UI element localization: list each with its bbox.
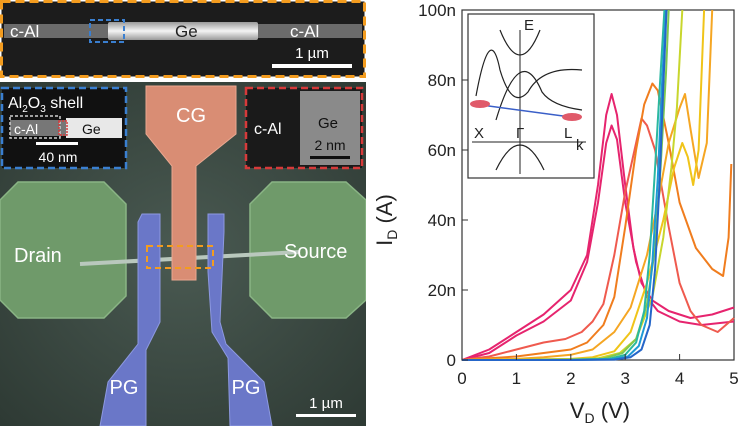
inset-left-scalebar-label: 40 nm bbox=[39, 149, 78, 165]
band-conduction-l bbox=[495, 71, 583, 121]
source-pad bbox=[249, 181, 366, 319]
y-axis-label: ID (A) bbox=[372, 194, 400, 246]
chart-tick-group: 0 1 2 3 4 5 0 20n 40n 60n 80n 100n bbox=[418, 1, 739, 388]
y-tick-label: 100n bbox=[418, 1, 456, 20]
y-tick-label: 80n bbox=[428, 71, 456, 90]
inset-left-ge bbox=[66, 118, 122, 138]
wire-ge-segment bbox=[108, 22, 258, 40]
inset-marker-orange bbox=[146, 245, 214, 269]
inset-left-ge: Ge bbox=[82, 121, 101, 137]
band-label-x: X bbox=[474, 125, 484, 142]
top-scalebar bbox=[272, 64, 352, 68]
device-scalebar-label: 1 µm bbox=[309, 395, 343, 412]
top-label-ge: Ge bbox=[175, 22, 198, 41]
x-tick-label: 3 bbox=[620, 369, 629, 388]
y-tick-label: 60n bbox=[428, 141, 456, 160]
inset-right-ge: Ge bbox=[318, 115, 338, 132]
band-label-gamma: Γ bbox=[516, 125, 524, 142]
inset-left-scalebar bbox=[36, 142, 78, 145]
band-electrons-x bbox=[470, 100, 490, 108]
drain-pad bbox=[0, 181, 127, 319]
band-conduction-x-l bbox=[475, 49, 583, 98]
label-pg-left: PG bbox=[110, 377, 139, 399]
series-line-5 bbox=[461, 9, 714, 361]
band-transfer-line bbox=[473, 103, 579, 119]
inset-left-red-marker bbox=[58, 120, 68, 136]
x-axis-label: VD (V) bbox=[570, 398, 630, 426]
inset-right-ge-lattice bbox=[300, 91, 360, 165]
inset-marker-blue bbox=[89, 19, 125, 43]
iv-chart: 0 1 2 3 4 5 0 20n 40n 60n 80n 100n ID (A) VD (V) E … bbox=[372, 1, 739, 426]
x-tick-label: 1 bbox=[512, 369, 521, 388]
device-sem-image: Al2O3 shell c-Al Ge 40 nm c-Al Ge 2 nm C… bbox=[0, 82, 366, 426]
band-label-k: k bbox=[576, 137, 584, 154]
band-label-e: E bbox=[524, 17, 534, 34]
band-label-l: L bbox=[564, 125, 572, 142]
inset-left-shell-marker bbox=[9, 115, 61, 139]
band-electrons-l bbox=[562, 113, 582, 121]
inset-right-scalebar-label: 2 nm bbox=[314, 137, 345, 153]
x-tick-label: 2 bbox=[566, 369, 575, 388]
y-tick-label: 40n bbox=[428, 211, 456, 230]
inset-right-scalebar bbox=[310, 156, 350, 159]
inset-left-shell-label: Al2O3 shell bbox=[8, 95, 83, 115]
top-scalebar-label: 1 µm bbox=[295, 45, 329, 62]
y-tick-label: 20n bbox=[428, 281, 456, 300]
inset-left-c-al: c-Al bbox=[14, 121, 38, 137]
top-label-c-al-left: c-Al bbox=[10, 22, 39, 41]
cg-electrode bbox=[145, 85, 237, 281]
label-cg: CG bbox=[176, 105, 206, 127]
series-line-1 bbox=[461, 93, 735, 361]
series-line-11 bbox=[462, 9, 668, 361]
inset-right-hrtem: c-Al Ge 2 nm bbox=[244, 86, 364, 170]
series-line-3 bbox=[461, 117, 735, 361]
inset-left-tem: Al2O3 shell c-Al Ge 40 nm bbox=[0, 86, 128, 170]
label-drain: Drain bbox=[14, 245, 62, 267]
series-line-4 bbox=[461, 82, 733, 361]
band-conduction-gamma bbox=[499, 29, 541, 56]
y-tick-label: 0 bbox=[447, 351, 456, 370]
label-source: Source bbox=[284, 241, 347, 263]
x-tick-label: 4 bbox=[675, 369, 684, 388]
label-pg-right: PG bbox=[232, 377, 261, 399]
x-tick-label: 5 bbox=[729, 369, 738, 388]
x-tick-label: 0 bbox=[457, 369, 466, 388]
device-scalebar bbox=[296, 414, 356, 417]
band-valence bbox=[495, 144, 545, 171]
band-structure-inset: E k X Γ L bbox=[467, 13, 595, 179]
chart-series-group bbox=[461, 9, 735, 361]
nanowire-sem-strip: c-Al Ge c-Al 1 µm bbox=[0, 0, 366, 78]
series-line-2 bbox=[461, 124, 735, 361]
top-label-c-al-right: c-Al bbox=[290, 22, 319, 41]
inset-right-c-al: c-Al bbox=[254, 121, 282, 138]
pg-right-electrode bbox=[207, 213, 273, 426]
